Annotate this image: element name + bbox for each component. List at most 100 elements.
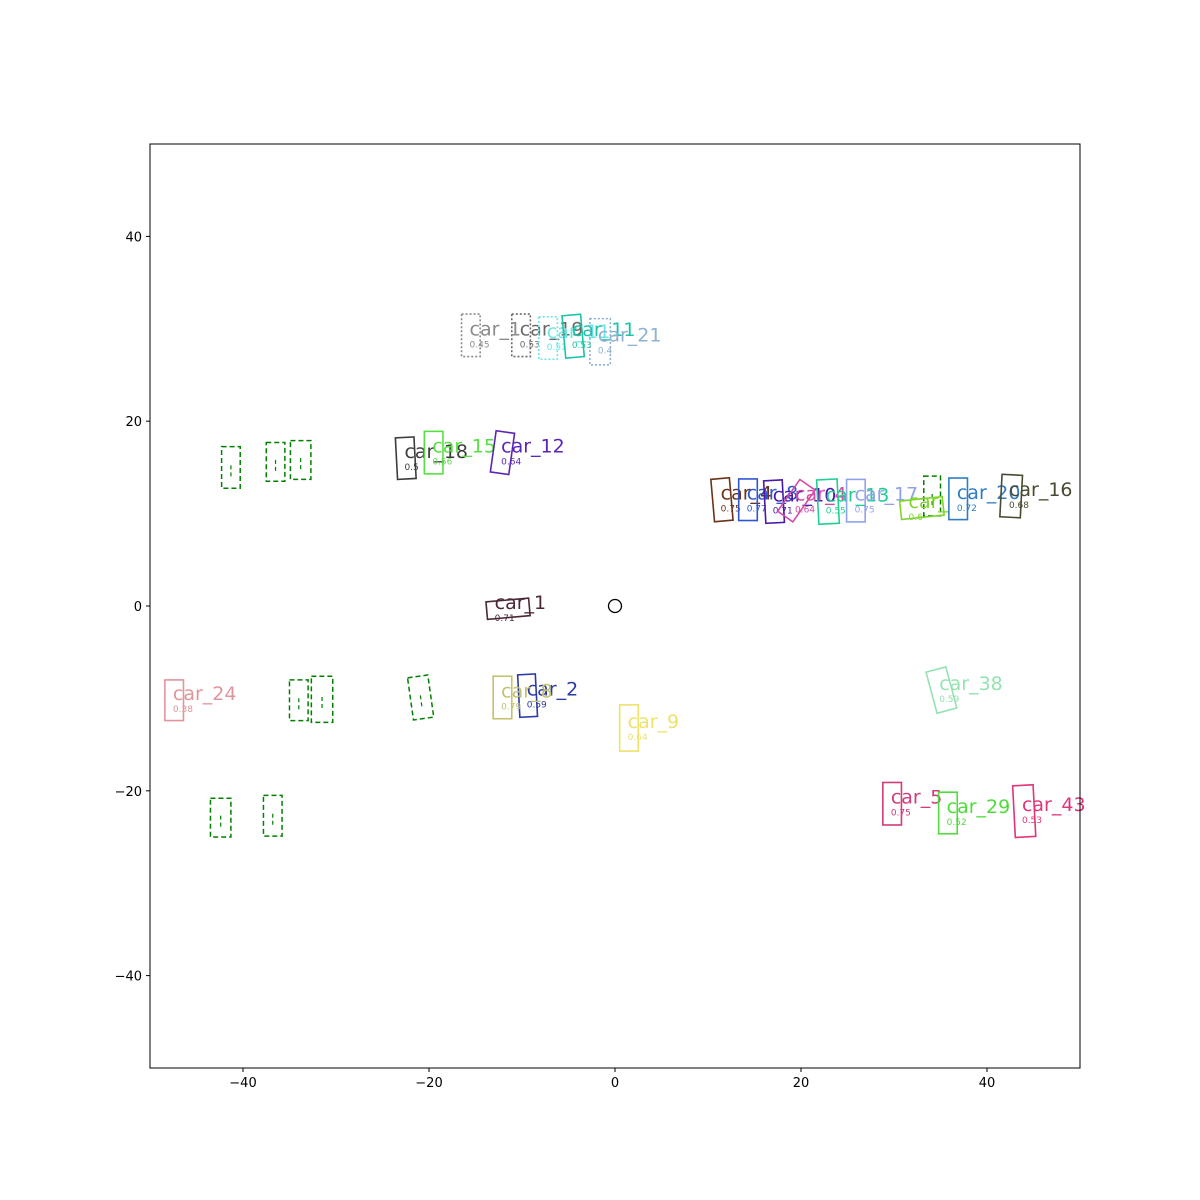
pred-box-outline <box>815 478 841 526</box>
pred-label: car_4 <box>795 484 847 506</box>
pred-box-outline <box>845 478 866 523</box>
gt-box-outline <box>262 794 283 837</box>
pred-score: 0.53 <box>1022 816 1042 826</box>
pred-box-outline <box>937 791 959 835</box>
pred-label: car_11 <box>572 319 636 341</box>
pred-box-outline <box>999 473 1024 519</box>
gt-box-0 <box>220 445 241 489</box>
y-tick-label: 40 <box>125 230 142 245</box>
x-tick-label: 40 <box>979 1076 996 1091</box>
gt-box-outline <box>289 439 312 481</box>
pred-score: 0.72 <box>957 504 977 514</box>
x-tick-label: 20 <box>793 1076 810 1091</box>
pred-label: car_43 <box>1022 794 1086 816</box>
pred-box-outline <box>925 665 958 715</box>
pred-label: car_1 <box>470 318 522 340</box>
pred-box-outline <box>776 478 817 524</box>
pred-score: 0.45 <box>470 340 490 350</box>
pred-box-outline <box>709 476 734 523</box>
y-tick-label: 20 <box>125 415 142 430</box>
x-tick-label: −20 <box>415 1076 442 1091</box>
pred-score: 0.71 <box>773 507 793 517</box>
y-tick-label: −20 <box>115 785 142 800</box>
pred-box-6 <box>423 430 444 475</box>
pred-box-21 <box>999 473 1024 519</box>
prediction-boxes: car_10.71car_20.59car_80.79car_90.64car_… <box>164 313 1086 839</box>
pred-box-outline <box>1011 783 1037 839</box>
pred-box-11 <box>561 313 586 360</box>
pred-box-outline <box>589 317 612 366</box>
pred-label: car_1 <box>495 592 547 614</box>
pred-score: 0.38 <box>173 705 193 715</box>
pred-box-outline <box>460 313 481 358</box>
pred-score: 0.5 <box>404 463 418 473</box>
gt-box-1 <box>265 441 286 483</box>
pred-label: car_38 <box>939 673 1003 695</box>
pred-label: car_2 <box>527 679 579 701</box>
pred-box-24 <box>937 791 959 835</box>
pred-label: car_20 <box>957 482 1021 504</box>
pred-score: 0.75 <box>721 505 741 515</box>
pred-score: 0.53 <box>572 341 592 351</box>
pred-box-3 <box>618 704 640 752</box>
pred-label: car_29 <box>947 796 1011 818</box>
pred-score: 0.6 <box>909 513 924 523</box>
gt-box-outline <box>310 675 334 724</box>
gt-heading-tick <box>419 695 423 709</box>
gt-box-outline <box>220 445 241 489</box>
pred-label: car_15 <box>432 436 496 458</box>
pred-box-outline <box>423 430 444 475</box>
pred-score: 0.53 <box>520 340 540 350</box>
gt-box-2 <box>289 439 312 481</box>
ego-vehicle <box>607 598 623 614</box>
gt-box-4 <box>310 675 334 724</box>
pred-box-17 <box>815 478 841 526</box>
pred-box-outline <box>516 673 539 719</box>
pred-label: car_10 <box>773 485 837 507</box>
pred-score: 0.75 <box>891 809 911 819</box>
pred-box-19 <box>898 495 946 521</box>
pred-score: 0.64 <box>628 733 648 743</box>
pred-box-13 <box>709 476 734 523</box>
pred-score: 0.59 <box>939 695 959 705</box>
pred-box-12 <box>589 317 612 366</box>
pred-label: car_18 <box>404 441 468 463</box>
pred-box-20 <box>948 477 969 521</box>
pred-label: car_9 <box>628 711 680 733</box>
pred-score: 0.71 <box>495 614 515 624</box>
pred-box-9 <box>460 313 481 358</box>
pred-score: 0.4 <box>598 347 613 357</box>
pred-box-10 <box>537 315 559 361</box>
gt-box-5 <box>406 674 435 721</box>
pred-box-outline <box>618 704 640 752</box>
pred-score: 0.64 <box>501 458 521 468</box>
pred-score: 0.77 <box>747 505 767 515</box>
pred-box-outline <box>737 478 759 522</box>
pred-label: car_8 <box>501 680 553 702</box>
axes: −40 −20 0 20 40 −40 −20 0 20 40 <box>115 230 996 1091</box>
gt-box-7 <box>262 794 283 837</box>
pred-box-0 <box>485 597 531 621</box>
pred-label: car_24 <box>173 683 237 705</box>
pred-label: car_16 <box>1009 479 1073 501</box>
pred-score: 0.56 <box>432 458 452 468</box>
pred-label: car_21 <box>598 325 662 347</box>
gt-box-3 <box>288 679 309 722</box>
pred-box-2 <box>492 675 513 720</box>
pred-box-5 <box>394 436 417 481</box>
pred-box-outline <box>485 597 531 621</box>
pred-label: car_12 <box>501 436 565 458</box>
pred-box-outline <box>394 436 417 481</box>
pred-box-outline <box>882 781 903 826</box>
pred-box-7 <box>489 429 516 476</box>
pred-box-15 <box>762 479 786 525</box>
pred-label: car_13 <box>826 485 890 507</box>
pred-score: 0.64 <box>795 506 815 516</box>
gt-box-outline <box>265 441 286 483</box>
y-tick-label: 0 <box>134 600 142 615</box>
pred-label: car_4 <box>721 483 773 505</box>
pred-box-outline <box>492 675 513 720</box>
pred-box-outline <box>164 679 185 722</box>
